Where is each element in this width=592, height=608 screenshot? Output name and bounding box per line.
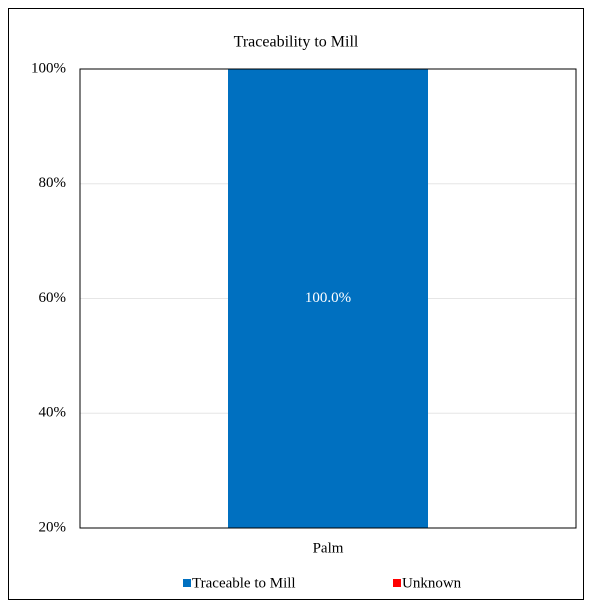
y-tick-label: 100% [31,60,66,76]
y-tick-label: 60% [39,290,67,306]
chart-title: Traceability to Mill [234,34,359,51]
y-tick-label: 20% [39,519,67,535]
legend-swatch [393,579,401,587]
legend-label: Unknown [402,575,462,591]
legend-label: Traceable to Mill [192,575,296,591]
bar-segment [228,69,428,528]
y-tick-label: 80% [39,175,67,191]
plot-frame [79,68,577,529]
legend-swatch [183,579,191,587]
x-tick-label: Palm [313,540,344,556]
y-tick-label: 40% [39,405,67,421]
data-label: 100.0% [305,290,351,306]
